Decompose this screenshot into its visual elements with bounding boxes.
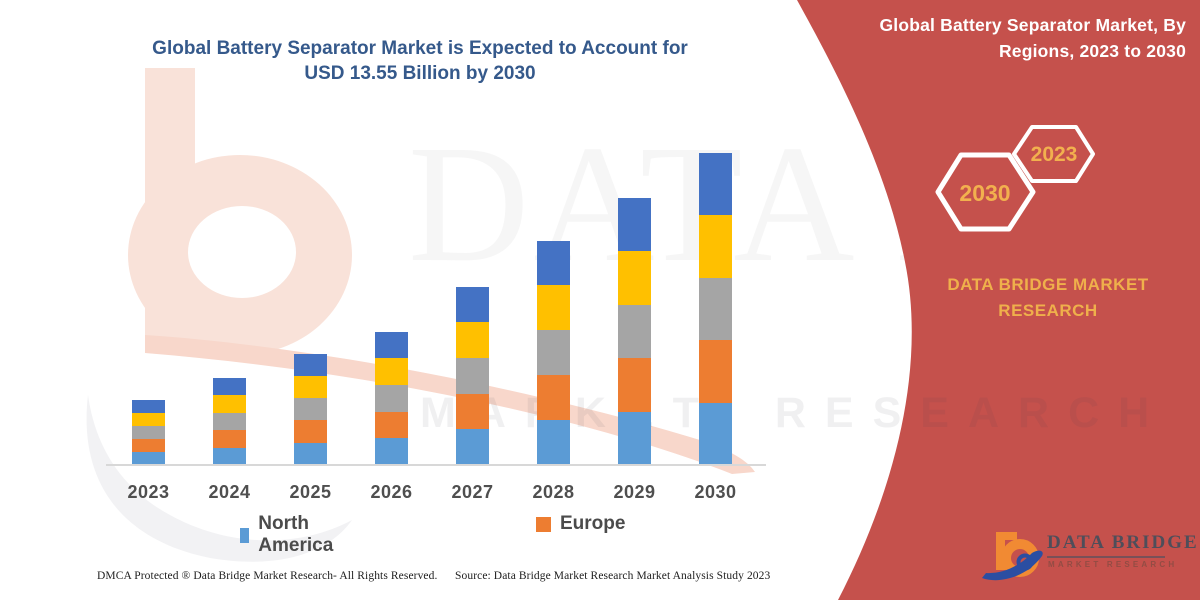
bar-segment-#FFC000-2025: [294, 375, 327, 399]
bar-segment-#FFC000-2030: [699, 215, 732, 278]
bar-segment-North America-2030: [699, 402, 732, 465]
bar-2028: [537, 240, 570, 465]
bar-segment-#A5A5A5-2026: [375, 384, 408, 412]
bar-segment-North America-2023: [132, 451, 165, 465]
bar-2029: [618, 198, 651, 465]
banner-heading-line2: Regions, 2023 to 2030: [998, 41, 1186, 61]
banner-brand-text: DATA BRIDGE MARKET RESEARCH: [933, 272, 1163, 324]
chart-title-line2: USD 13.55 Billion by 2030: [304, 63, 536, 84]
banner-brand-line2: RESEARCH: [998, 301, 1098, 320]
x-axis-label-2023: 2023: [127, 482, 170, 502]
legend-item-europe: Europe: [536, 513, 625, 535]
legend-item-north-america: North America: [240, 513, 339, 557]
bar-segment-Europe-2028: [537, 375, 570, 421]
bar-2026: [375, 331, 408, 465]
chart-title: Global Battery Separator Market is Expec…: [110, 36, 730, 86]
databridge-logo-underline: [1047, 556, 1165, 558]
legend-swatch: [240, 527, 250, 543]
bar-segment-Europe-2029: [618, 358, 651, 412]
hexagon-year-2023: 2023: [1030, 143, 1078, 166]
bar-segment-#FFC000-2023: [132, 412, 165, 426]
bar-segment-Europe-2027: [456, 393, 489, 430]
x-axis-label-2027: 2027: [451, 482, 494, 502]
legend-swatch: [536, 516, 551, 532]
databridge-logo-name: DATA BRIDGE: [1047, 532, 1199, 553]
bar-segment-North America-2024: [213, 447, 246, 465]
chart-title-line1: Global Battery Separator Market is Expec…: [152, 38, 688, 59]
bar-segment-#FFC000-2028: [537, 285, 570, 331]
x-axis-label-2025: 2025: [289, 482, 332, 502]
bar-2030: [699, 153, 732, 465]
bar-segment-#4472C4-2024: [213, 377, 246, 395]
bar-segment-#FFC000-2026: [375, 358, 408, 385]
bar-2025: [294, 353, 327, 465]
bar-segment-#A5A5A5-2027: [456, 357, 489, 394]
x-axis-label-2029: 2029: [613, 482, 656, 502]
footer-dmca-text: DMCA Protected ® Data Bridge Market Rese…: [97, 570, 438, 582]
databridge-logo-subtitle: MARKET RESEARCH: [1048, 560, 1178, 569]
bar-segment-#FFC000-2024: [213, 395, 246, 413]
bar-segment-North America-2029: [618, 411, 651, 465]
bar-segment-#A5A5A5-2025: [294, 398, 327, 421]
bar-segment-Europe-2023: [132, 438, 165, 452]
banner-heading: Global Battery Separator Market, By Regi…: [826, 12, 1186, 64]
x-axis-label-2030: 2030: [694, 482, 737, 502]
bar-segment-North America-2028: [537, 420, 570, 465]
bar-segment-#A5A5A5-2028: [537, 330, 570, 376]
bar-segment-#4472C4-2027: [456, 286, 489, 323]
bar-segment-#4472C4-2023: [132, 399, 165, 413]
bar-2024: [213, 377, 246, 465]
watermark-b-bowl-hole: [188, 206, 296, 298]
legend-label: Europe: [560, 513, 626, 534]
bar-segment-#FFC000-2027: [456, 322, 489, 358]
bar-segment-Europe-2026: [375, 411, 408, 439]
banner-heading-line1: Global Battery Separator Market, By: [879, 15, 1186, 35]
bar-2023: [132, 399, 165, 465]
bar-segment-#4472C4-2030: [699, 153, 732, 216]
bar-segment-#A5A5A5-2030: [699, 277, 732, 341]
x-axis-label-2026: 2026: [370, 482, 413, 502]
hexagon-graphics: [935, 125, 1095, 232]
hexagon-2023: [1012, 125, 1095, 183]
bar-segment-#4472C4-2029: [618, 198, 651, 252]
bar-segment-#A5A5A5-2024: [213, 412, 246, 430]
bar-segment-North America-2027: [456, 429, 489, 465]
bar-segment-#FFC000-2029: [618, 251, 651, 305]
legend-label: North America: [258, 513, 334, 556]
hexagon-year-2030: 2030: [959, 180, 1011, 206]
footer-source-text: Source: Data Bridge Market Research Mark…: [455, 570, 771, 582]
x-axis-line: [106, 464, 766, 466]
bar-segment-Europe-2025: [294, 420, 327, 443]
bar-segment-#4472C4-2026: [375, 331, 408, 359]
bar-segment-#4472C4-2025: [294, 353, 327, 376]
bar-segment-#4472C4-2028: [537, 240, 570, 286]
bar-segment-#A5A5A5-2029: [618, 304, 651, 359]
x-axis-label-2028: 2028: [532, 482, 575, 502]
watermark-swoosh-gray: [86, 395, 353, 562]
bar-segment-North America-2025: [294, 442, 327, 465]
bar-segment-#A5A5A5-2023: [132, 425, 165, 439]
bar-2027: [456, 286, 489, 465]
bar-segment-North America-2026: [375, 438, 408, 465]
databridge-logo-icon: [982, 532, 1043, 581]
banner-brand-line1: DATA BRIDGE MARKET: [947, 275, 1149, 294]
bar-segment-Europe-2024: [213, 430, 246, 448]
hexagon-2030: [935, 152, 1036, 232]
x-axis-label-2024: 2024: [208, 482, 251, 502]
bar-segment-Europe-2030: [699, 340, 732, 403]
